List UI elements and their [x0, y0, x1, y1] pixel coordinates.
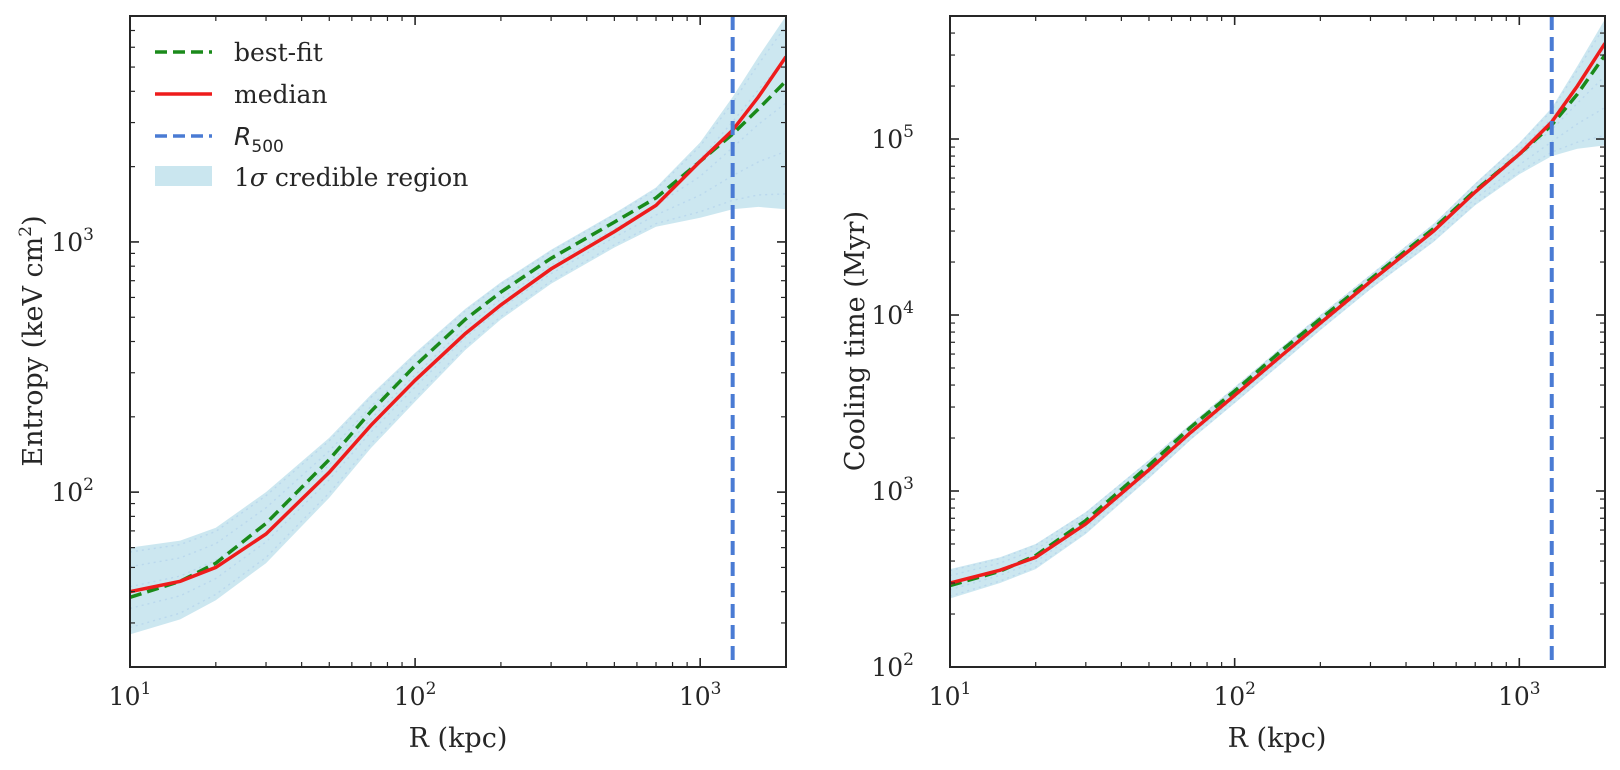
posterior-sample-line	[950, 106, 1605, 591]
credible-region-band	[950, 19, 1605, 599]
posterior-sample-line	[130, 150, 786, 610]
cooling-time-ticks: 101 102 103 102 103 104 105	[871, 16, 1605, 711]
entropy-y-axis-label: Entropy (keV cm2)	[16, 215, 49, 466]
y-tick-label: 102	[871, 650, 914, 682]
y-tick-label: 103	[51, 225, 94, 257]
legend-swatch-credible-region	[155, 166, 212, 186]
x-tick-label: 101	[929, 679, 972, 711]
median-line	[130, 55, 786, 594]
x-tick-label: 102	[1213, 679, 1256, 711]
y-tick-label: 103	[871, 474, 914, 506]
x-tick-label: 103	[1498, 679, 1541, 711]
median-line	[950, 42, 1605, 585]
posterior-sample-line	[950, 46, 1605, 577]
y-tick-label: 105	[871, 122, 914, 154]
x-tick-label: 103	[679, 679, 722, 711]
posterior-sample-line	[130, 25, 786, 553]
entropy-x-axis-label: R (kpc)	[409, 723, 508, 754]
cooling-time-plot-area	[950, 16, 1605, 667]
posterior-sample-line	[130, 58, 786, 568]
y-tick-label: 104	[871, 298, 914, 330]
x-tick-label: 101	[109, 679, 152, 711]
x-tick-label: 102	[394, 679, 437, 711]
posterior-sample-line	[950, 134, 1605, 597]
plot-clip-group	[950, 16, 1605, 667]
cooling-time-x-axis-label: R (kpc)	[1228, 723, 1327, 754]
entropy-plot-area	[130, 16, 786, 667]
cooling-time-y-axis-label: Cooling time (Myr)	[840, 211, 871, 471]
entropy-panel: 101 102 103 102 103 best-fit median R500 1σ …	[16, 15, 787, 754]
posterior-sample-line	[130, 193, 786, 629]
posterior-sample-line	[950, 25, 1605, 572]
legend-label-r500: R500	[234, 122, 284, 157]
y-tick-label: 102	[51, 475, 94, 507]
cooling-time-panel: 101 102 103 102 103 104 105 R (kpc) Cooling ti…	[840, 15, 1606, 754]
legend: best-fit median R500 1σ credible region	[155, 38, 468, 192]
best-fit-line	[950, 53, 1605, 588]
entropy-ticks: 101 102 103 102 103	[51, 16, 786, 711]
posterior-sample-line	[950, 75, 1605, 583]
legend-label-best-fit: best-fit	[234, 38, 323, 67]
legend-label-credible-region: 1σ credible region	[234, 163, 468, 192]
legend-label-median: median	[234, 80, 328, 109]
posterior-sample-line	[130, 102, 786, 588]
cooling-time-axes-frame	[949, 15, 1606, 668]
plot-clip-group	[130, 16, 786, 667]
